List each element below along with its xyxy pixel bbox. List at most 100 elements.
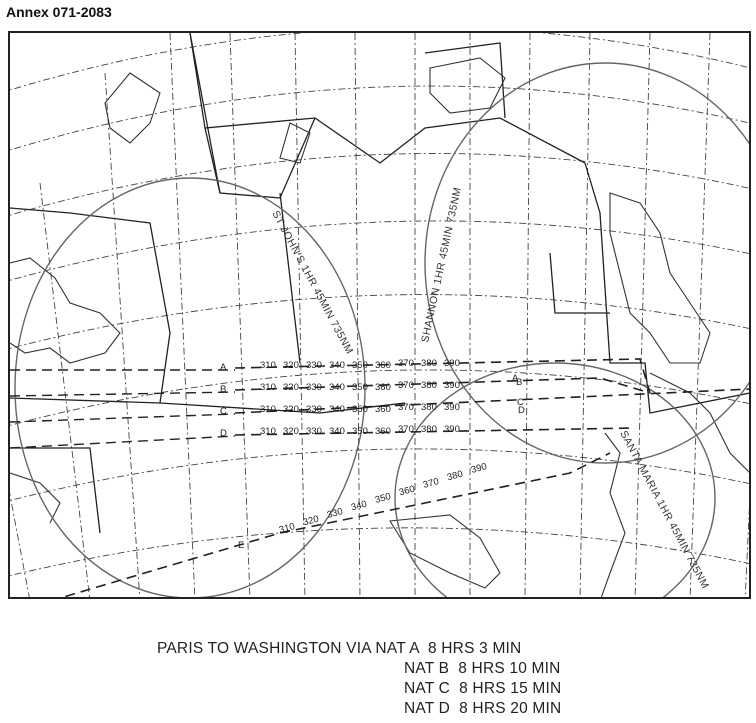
santa-maria-label: SANTA MARIA 1HR 45MIN 735NM bbox=[617, 429, 711, 591]
chart-canvas: ST JOHN'S 1HR 45MIN 735NM SHANNON 1HR 45M… bbox=[10, 33, 749, 597]
fir-boundary bbox=[189, 33, 221, 194]
fir-boundary bbox=[10, 447, 101, 534]
track-letter-c: C bbox=[220, 406, 227, 417]
annex-title: Annex 071-2083 bbox=[6, 4, 112, 20]
flight-level-label: 380 bbox=[421, 380, 437, 391]
meridian-line bbox=[104, 72, 141, 597]
nat-track-e-line bbox=[60, 452, 611, 597]
parallel-line bbox=[10, 33, 749, 91]
legend-track-a: NAT A bbox=[375, 640, 419, 657]
flight-level-label: 390 bbox=[444, 380, 460, 391]
flight-level-label: 380 bbox=[446, 469, 464, 484]
flight-level-label: 350 bbox=[352, 426, 368, 437]
parallel-line bbox=[10, 527, 749, 577]
flight-level-label: 350 bbox=[352, 404, 368, 415]
flight-level-label: 370 bbox=[398, 380, 414, 391]
flight-level-label: 380 bbox=[421, 424, 437, 435]
parallel-line bbox=[10, 294, 749, 349]
meridian-line bbox=[689, 33, 711, 597]
flight-level-label: 310 bbox=[260, 360, 276, 371]
meridian-line bbox=[169, 33, 196, 597]
fir-boundary bbox=[549, 252, 610, 314]
flight-level-label: 370 bbox=[422, 476, 440, 491]
parallel-line bbox=[10, 220, 749, 281]
nat-track-west bbox=[10, 413, 236, 423]
flight-level-label: 360 bbox=[375, 360, 391, 371]
flight-level-label: 330 bbox=[326, 506, 344, 521]
coastlines bbox=[10, 57, 749, 597]
meridian-line bbox=[579, 33, 591, 597]
track-letter-a: A bbox=[220, 362, 227, 373]
track-letter-b: B bbox=[220, 384, 226, 395]
flight-level-label: 350 bbox=[374, 491, 392, 506]
flight-level-label: 310 bbox=[278, 521, 296, 536]
nat-track-line bbox=[234, 427, 636, 436]
legend-row-4: NAT D 8 HRS 20 MIN bbox=[404, 700, 561, 718]
st-johns-circle bbox=[14, 177, 366, 597]
nat-tracks bbox=[10, 358, 749, 597]
track-east-letter: B bbox=[516, 377, 522, 388]
parallel-line bbox=[10, 153, 749, 216]
flight-level-label: 330 bbox=[306, 426, 322, 437]
meridian-line bbox=[744, 507, 749, 597]
flight-level-label: 340 bbox=[329, 382, 345, 393]
north-atlantic-chart: ST JOHN'S 1HR 45MIN 735NM SHANNON 1HR 45M… bbox=[8, 31, 751, 599]
coastline bbox=[279, 122, 311, 164]
track-east-letter: C bbox=[517, 397, 524, 408]
legend-row-2: NAT B 8 HRS 10 MIN bbox=[404, 660, 561, 678]
diversion-circles bbox=[14, 62, 749, 597]
flight-level-label: 350 bbox=[352, 360, 368, 371]
legend-time-b: 8 HRS 10 MIN bbox=[458, 660, 561, 677]
parallel-line bbox=[10, 369, 749, 426]
st-johns-label: ST JOHN'S 1HR 45MIN 735NM bbox=[269, 209, 355, 357]
nat-track-line bbox=[234, 377, 651, 394]
fir-boundary bbox=[424, 42, 506, 119]
parallel-line bbox=[10, 85, 749, 151]
flight-level-label: 380 bbox=[421, 402, 437, 413]
parallel-line bbox=[10, 448, 749, 501]
flight-level-label: 370 bbox=[398, 424, 414, 435]
flight-level-label: 330 bbox=[306, 360, 322, 371]
legend-row-3: NAT C 8 HRS 15 MIN bbox=[404, 680, 561, 698]
flight-level-label: 310 bbox=[260, 404, 276, 415]
track-letter-d: D bbox=[220, 428, 227, 439]
legend-prefix: PARIS TO WASHINGTON VIA bbox=[157, 640, 371, 657]
flight-level-label: 320 bbox=[283, 382, 299, 393]
meridian-line bbox=[354, 33, 361, 597]
flight-level-label: 390 bbox=[470, 461, 488, 476]
fir-boundary bbox=[10, 397, 406, 414]
flight-level-label: 320 bbox=[283, 360, 299, 371]
fir-boundaries bbox=[10, 33, 749, 534]
nat-track-line bbox=[234, 388, 749, 414]
coastline bbox=[104, 72, 161, 144]
coastline bbox=[429, 57, 506, 114]
meridian-line bbox=[39, 182, 90, 597]
flight-level-label: 360 bbox=[398, 484, 416, 499]
meridian-line bbox=[229, 33, 251, 597]
fir-boundary bbox=[584, 162, 749, 414]
legend-time-d: 8 HRS 20 MIN bbox=[459, 700, 562, 717]
nat-track-west bbox=[10, 391, 236, 397]
track-letter-e: E bbox=[238, 540, 244, 551]
track-east-letter: A bbox=[512, 373, 519, 384]
nat-track-west bbox=[10, 435, 236, 449]
fir-boundary bbox=[204, 117, 316, 199]
flight-level-label: 310 bbox=[260, 426, 276, 437]
meridian-line bbox=[524, 33, 531, 597]
flight-level-label: 320 bbox=[283, 404, 299, 415]
flight-level-label: 350 bbox=[352, 382, 368, 393]
flight-level-label: 340 bbox=[329, 360, 345, 371]
meridian-line bbox=[634, 33, 651, 597]
legend-time-c: 8 HRS 15 MIN bbox=[459, 680, 562, 697]
flight-level-label: 340 bbox=[329, 426, 345, 437]
flight-level-label: 390 bbox=[444, 358, 460, 369]
flight-level-label: 330 bbox=[306, 382, 322, 393]
flight-level-label: 370 bbox=[398, 402, 414, 413]
meridian-line bbox=[294, 33, 306, 597]
flight-level-label: 340 bbox=[350, 499, 368, 514]
legend-time-a: 8 HRS 3 MIN bbox=[427, 640, 522, 657]
flight-level-label: 340 bbox=[329, 404, 345, 415]
legend-track-b: NAT B bbox=[404, 660, 450, 677]
flight-level-label: 310 bbox=[260, 382, 276, 393]
nat-track-line bbox=[234, 358, 651, 394]
